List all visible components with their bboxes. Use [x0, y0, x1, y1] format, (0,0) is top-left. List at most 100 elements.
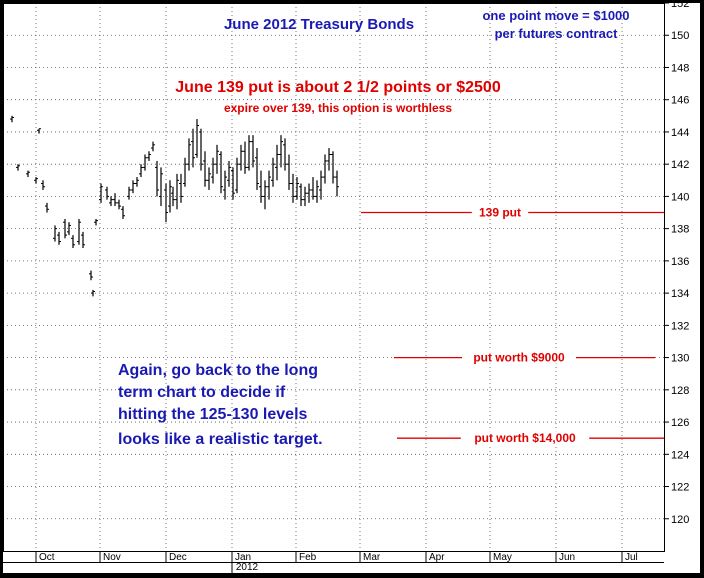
ohlc-bar: [94, 218, 98, 226]
ohlc-bar: [255, 148, 259, 190]
ohlc-bar: [41, 180, 45, 190]
ohlc-bar: [151, 141, 155, 152]
ohlc-bar: [251, 135, 255, 168]
ohlc-bar: [121, 206, 125, 219]
price-levels: 139 put put worth $9000 put worth $14,000: [361, 205, 664, 445]
annotations: one point move = $1000 per futures contra…: [118, 8, 630, 448]
ohlc-bar: [267, 170, 271, 200]
ohlc-bar: [239, 144, 243, 171]
ohlc-bar: [323, 154, 327, 184]
ohlc-bar: [275, 144, 279, 181]
y-tick-label: 130: [671, 353, 689, 365]
y-tick-label: 128: [671, 385, 689, 397]
ohlc-bar: [164, 183, 168, 223]
ohlc-bar: [91, 289, 95, 297]
ohlc-bar: [63, 218, 67, 239]
annotation-text: expire over 139, this option is worthles…: [224, 101, 452, 115]
ohlc-bar: [179, 173, 183, 203]
ohlc-bar: [319, 170, 323, 200]
plot-border: [3, 3, 665, 552]
y-tick-label: 126: [671, 417, 689, 429]
annotation-text: one point move = $1000: [482, 8, 629, 23]
ohlc-bar: [99, 183, 103, 203]
x-tick-label: Jan: [235, 552, 251, 563]
ohlc-bar: [159, 167, 163, 207]
annotation-text: June 139 put is about 2 1/2 points or $2…: [175, 79, 501, 96]
gridlines: [3, 2, 664, 551]
x-tick-label: Oct: [39, 552, 55, 563]
ohlc-bar: [315, 180, 319, 203]
ohlc-bar: [131, 180, 135, 194]
level-label-bg: [471, 205, 529, 219]
ohlc-bar: [195, 119, 199, 158]
ohlc-bar: [207, 167, 211, 190]
x-tick-label: Dec: [169, 552, 187, 563]
price-bars: [10, 115, 339, 297]
axes: 120 122 124 126 128 130 132 134 136 138 140 142 144 1…: [3, 0, 689, 573]
ohlc-bar: [168, 180, 172, 213]
ohlc-bar: [215, 144, 219, 174]
ohlc-bar: [223, 170, 227, 200]
x-tick-label: May: [493, 552, 512, 563]
ohlc-bar: [279, 135, 283, 168]
annotation-text: hitting the 125-130 levels: [118, 406, 308, 423]
y-tick-label: 148: [671, 62, 689, 74]
annotation-text: looks like a realistic target.: [118, 431, 323, 448]
level-label: 139 put: [479, 206, 521, 220]
y-tick-label: 152: [671, 3, 689, 10]
x-tick-label: Apr: [429, 552, 445, 563]
ohlc-bar: [311, 177, 315, 200]
y-tick-label: 134: [671, 288, 689, 300]
ohlc-bar: [77, 218, 81, 245]
ohlc-bar: [235, 157, 239, 194]
ohlc-bar: [263, 180, 267, 210]
ohlc-bar: [211, 157, 215, 184]
ohlc-bar: [299, 183, 303, 207]
ohlc-bar: [335, 170, 339, 197]
ohlc-bar: [291, 173, 295, 203]
y-tick-label: 142: [671, 159, 689, 171]
x-tick-label: Jul: [625, 552, 638, 563]
ohlc-bar: [199, 128, 203, 171]
ohlc-bar: [57, 231, 61, 245]
ohlc-bar: [26, 170, 30, 178]
ohlc-bar: [175, 173, 179, 210]
x-tick-label: Feb: [299, 552, 317, 563]
ohlc-bar: [295, 177, 299, 200]
ohlc-bar: [191, 128, 195, 168]
annotation-text: term chart to decide if: [118, 384, 286, 401]
ohlc-bar: [105, 186, 109, 200]
ohlc-bar: [16, 164, 20, 171]
ohlc-bar: [331, 151, 335, 184]
ohlc-bar: [113, 193, 117, 207]
chart-panel: 120 122 124 126 128 130 132 134 136 138 140 142 144 1…: [3, 0, 700, 573]
ohlc-bar: [287, 154, 291, 190]
annotation-text: per futures contract: [495, 26, 618, 41]
level-label: put worth $9000: [473, 351, 565, 365]
level-label-bg: [460, 431, 590, 445]
level-label-bg: [462, 350, 576, 364]
ohlc-bar: [67, 222, 71, 236]
ohlc-bar: [45, 202, 49, 213]
level-label: put worth $14,000: [474, 431, 576, 445]
ohlc-bar: [81, 231, 85, 248]
ohlc-bar: [283, 138, 287, 171]
ohlc-bar: [227, 160, 231, 187]
x-tick-label: Jun: [559, 552, 575, 563]
ohlc-bar: [247, 135, 251, 171]
y-tick-label: 138: [671, 224, 689, 236]
ohlc-bar: [37, 128, 41, 134]
ohlc-bar: [53, 225, 57, 242]
ohlc-bar: [243, 141, 247, 174]
ohlc-bar: [71, 235, 75, 248]
ohlc-bar: [147, 151, 151, 161]
ohlc-bar: [89, 270, 93, 281]
y-tick-label: 140: [671, 191, 689, 203]
ohlc-bar: [10, 115, 14, 123]
ohlc-bar: [271, 157, 275, 187]
y-tick-label: 122: [671, 482, 689, 494]
y-tick-label: 146: [671, 95, 689, 107]
ohlc-bar: [187, 138, 191, 171]
ohlc-bar: [183, 157, 187, 187]
